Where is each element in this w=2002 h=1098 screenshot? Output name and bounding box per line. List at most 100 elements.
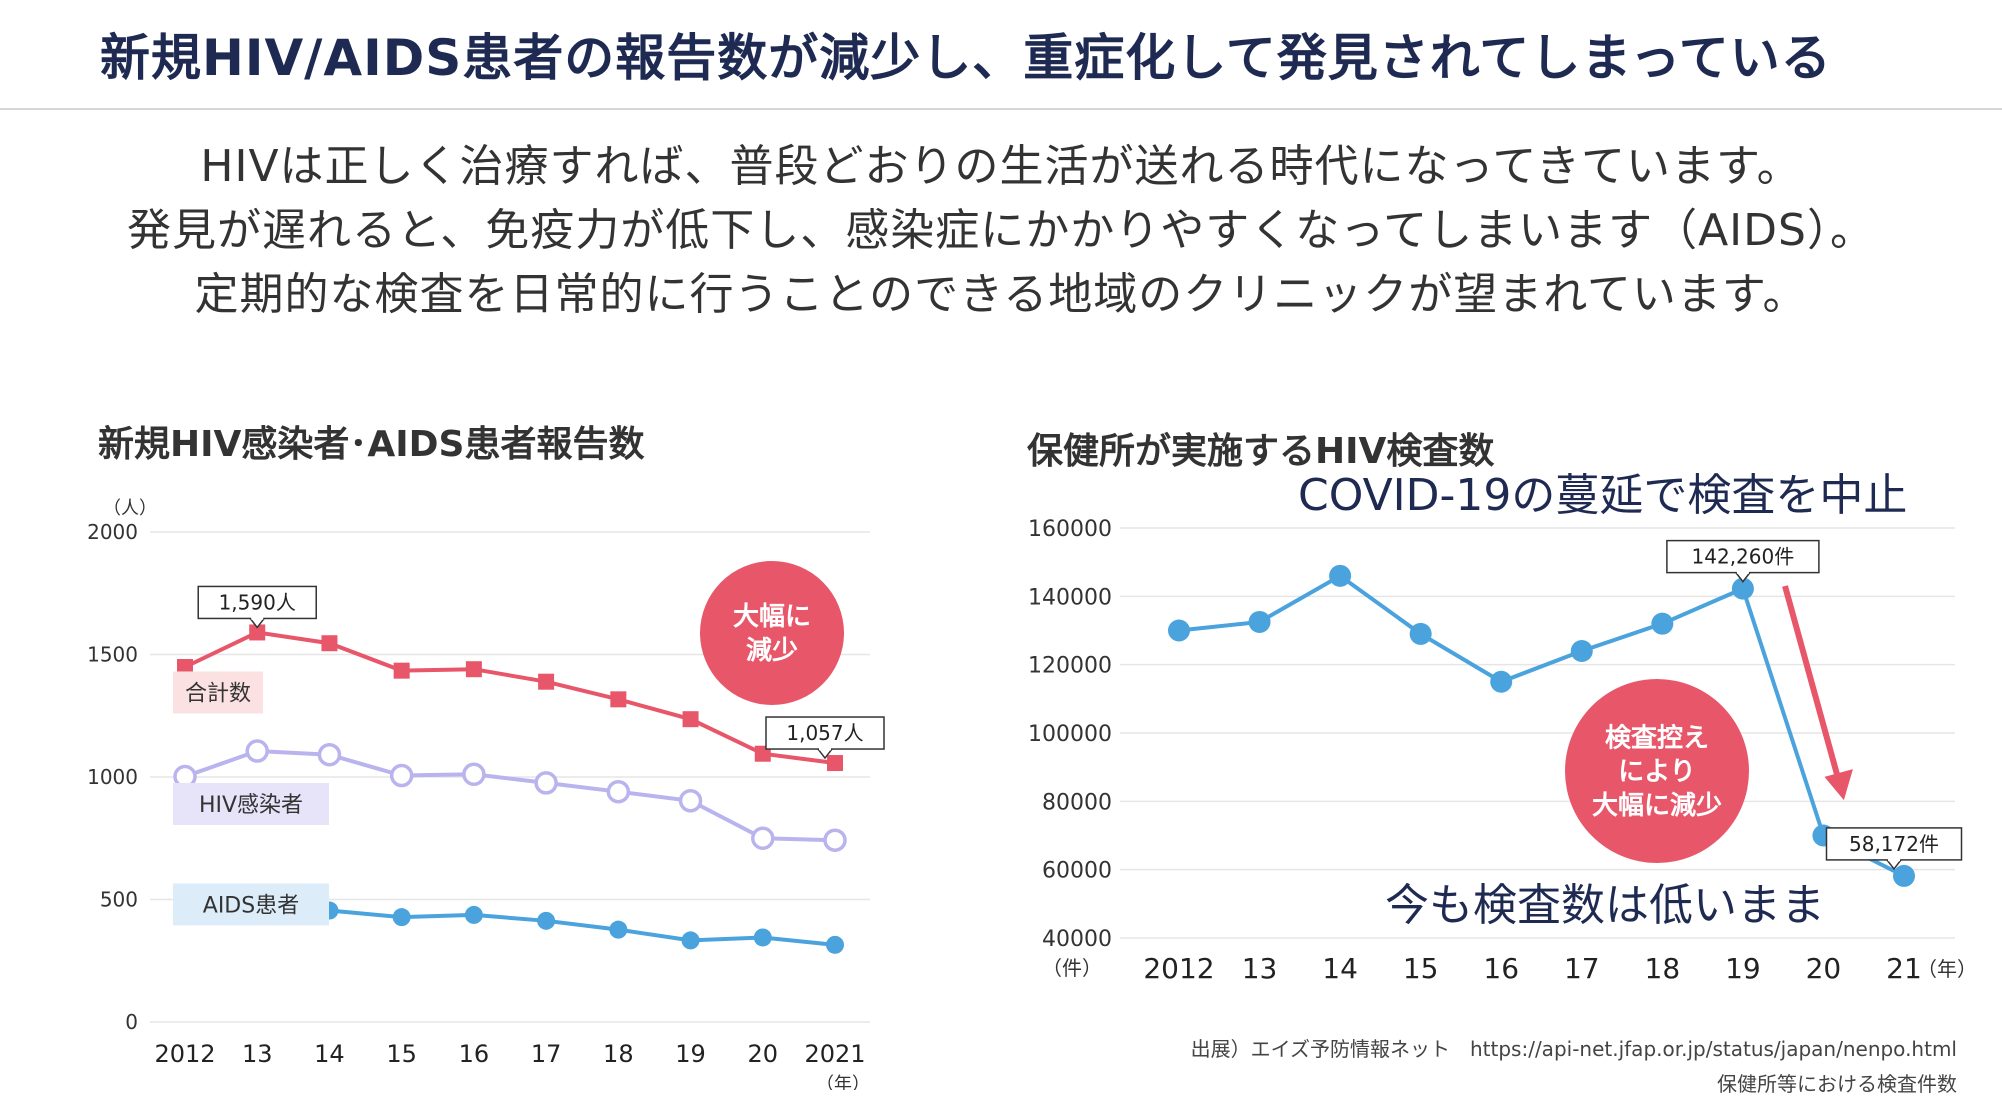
y-tick-label: 100000 — [1028, 722, 1112, 747]
data-point — [1490, 670, 1513, 693]
data-point — [462, 762, 486, 787]
svg-text:合計数: 合計数 — [185, 681, 251, 706]
data-point — [606, 779, 631, 804]
source-line-2: 保健所等における検査件数 — [1717, 1072, 1957, 1096]
decline-arrow — [1782, 585, 1853, 801]
data-point — [245, 739, 269, 763]
x-tick-label: 2021 — [804, 1040, 865, 1068]
data-point — [537, 911, 556, 930]
x-unit-label: （年） — [816, 1074, 870, 1090]
series-label: 合計数 — [173, 671, 263, 714]
x-tick-label: 17 — [1564, 952, 1600, 985]
callout-peak: 1,590人 — [197, 585, 317, 629]
series-label: HIV感染者 — [173, 782, 329, 825]
x-tick-label: 20 — [1806, 952, 1842, 985]
x-tick-label: 13 — [242, 1040, 273, 1068]
data-point — [1893, 864, 1915, 887]
data-point — [465, 661, 482, 678]
y-tick-label: 120000 — [1028, 654, 1112, 679]
chart2-title: 保健所が実施するHIV検査数 — [1027, 431, 1495, 472]
intro-line-2: 発見が遅れると、免疫力が低下し、感染症にかかりやすくなってしまいます（AIDS）… — [127, 205, 1875, 256]
data-point — [609, 920, 628, 939]
data-point — [317, 742, 342, 767]
x-tick-label: 14 — [1322, 952, 1358, 985]
data-point — [753, 928, 772, 947]
svg-text:HIV感染者: HIV感染者 — [199, 793, 303, 818]
y-tick-label: 0 — [125, 1010, 138, 1034]
annotation-still-low: 今も検査数は低いまま — [1385, 880, 1825, 931]
badge-text: 検査控え — [1605, 723, 1709, 753]
data-point — [1168, 619, 1190, 642]
y-tick-label: 1000 — [87, 765, 138, 789]
x-tick-label: 16 — [1483, 952, 1519, 985]
badge-text: により — [1618, 757, 1695, 787]
callout-latest: 58,172件 — [1825, 827, 1963, 871]
data-point — [464, 905, 483, 924]
data-point — [827, 755, 843, 772]
y-tick-label: 160000 — [1028, 517, 1112, 542]
badge-decrease: 大幅に減少 — [700, 561, 844, 705]
page-header: 新規HIV/AIDS患者の報告数が減少し、重症化して発見されてしまっている — [0, 0, 2002, 110]
data-point — [678, 789, 703, 813]
data-point — [826, 935, 844, 954]
data-point — [393, 662, 410, 679]
intro-text: HIVは正しく治療すれば、普段どおりの生活が送れる時代になってきています。 発見… — [0, 135, 2002, 327]
data-point — [1651, 612, 1674, 635]
badge-text: 大幅に減少 — [1592, 791, 1722, 821]
svg-text:AIDS患者: AIDS患者 — [203, 893, 299, 918]
y-tick-label: 60000 — [1042, 859, 1112, 884]
data-point — [534, 771, 558, 795]
y-tick-label: 40000 — [1042, 927, 1112, 952]
svg-text:142,260件: 142,260件 — [1692, 545, 1795, 569]
callout-latest: 1,057人 — [765, 716, 885, 760]
y-tick-label: 140000 — [1028, 585, 1112, 610]
data-point — [1731, 577, 1754, 600]
x-tick-label: 19 — [675, 1040, 706, 1068]
series-label: AIDS患者 — [173, 883, 329, 926]
x-tick-label: 18 — [1645, 952, 1681, 985]
data-point — [177, 658, 193, 675]
data-point — [823, 828, 847, 852]
badge-text: 大幅に — [733, 602, 811, 632]
annotation-covid: COVID-19の蔓延で検査を中止 — [1298, 470, 1907, 521]
x-unit-label: （年） — [1917, 957, 1977, 981]
x-tick-label: 21 — [1886, 952, 1922, 985]
data-point — [1329, 564, 1352, 587]
data-point — [1409, 622, 1432, 645]
data-point — [681, 931, 700, 950]
x-tick-label: 15 — [386, 1040, 417, 1068]
data-point — [538, 673, 555, 690]
chart1-title: 新規HIV感染者･AIDS患者報告数 — [98, 424, 645, 465]
x-tick-label: 16 — [459, 1040, 490, 1068]
x-tick-label: 18 — [603, 1040, 634, 1068]
badge-text: 減少 — [746, 636, 798, 666]
x-tick-label: 19 — [1725, 952, 1761, 985]
y-tick-label: 80000 — [1042, 790, 1112, 815]
data-point — [1570, 640, 1593, 662]
data-point — [392, 908, 411, 927]
x-tick-label: 20 — [748, 1040, 779, 1068]
data-point — [249, 624, 266, 641]
callout-peak: 142,260件 — [1666, 539, 1820, 583]
y-tick-label: 2000 — [87, 520, 138, 544]
x-tick-label: 17 — [531, 1040, 562, 1068]
page-title: 新規HIV/AIDS患者の報告数が減少し、重症化して発見されてしまっている — [100, 29, 1832, 87]
svg-text:1,590人: 1,590人 — [219, 590, 296, 614]
chart-hiv-tests: 40000 60000 80000 100000 120000 140000 160000 （… — [1028, 470, 1977, 985]
y-tick-label: 500 — [100, 888, 138, 912]
y-unit-label: （件） — [1042, 956, 1102, 980]
data-point — [321, 635, 338, 652]
y-tick-label: 1500 — [87, 643, 138, 667]
series-line — [1178, 573, 1905, 878]
intro-line-1: HIVは正しく治療すれば、普段どおりの生活が送れる時代になってきています。 — [200, 141, 1802, 192]
svg-text:58,172件: 58,172件 — [1849, 832, 1939, 856]
series-line — [184, 630, 836, 766]
x-tick-label: 2012 — [1143, 952, 1214, 985]
data-point — [389, 763, 414, 788]
series-line — [184, 749, 836, 843]
data-point — [610, 691, 627, 708]
data-point — [1248, 610, 1271, 633]
y-unit-label: （人） — [103, 498, 157, 519]
